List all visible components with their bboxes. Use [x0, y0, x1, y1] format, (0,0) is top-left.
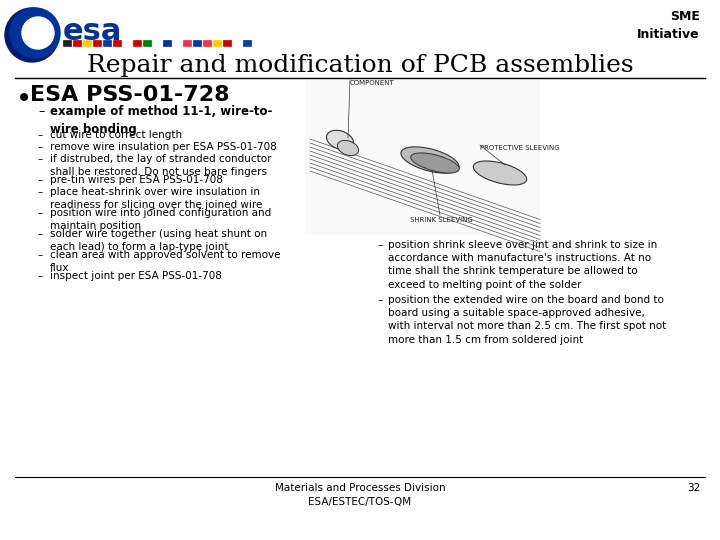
Ellipse shape	[473, 161, 527, 185]
Bar	[113, 40, 122, 47]
Text: –: –	[38, 130, 43, 140]
Circle shape	[22, 17, 54, 49]
Text: Repair and modification of PCB assemblies: Repair and modification of PCB assemblie…	[86, 54, 634, 77]
Text: –: –	[38, 208, 43, 218]
Text: place heat-shrink over wire insulation in
readiness for slicing over the joined : place heat-shrink over wire insulation i…	[50, 187, 262, 210]
Bar	[183, 40, 192, 47]
Text: –: –	[38, 105, 44, 118]
Text: esa: esa	[63, 17, 122, 46]
Bar	[73, 40, 82, 47]
Text: solder wire together (using heat shunt on
each lead) to form a lap-type joint: solder wire together (using heat shunt o…	[50, 229, 267, 252]
Bar	[193, 40, 202, 47]
Text: –: –	[38, 271, 43, 281]
Ellipse shape	[401, 147, 459, 173]
Text: example of method 11-1, wire-to-
wire bonding: example of method 11-1, wire-to- wire bo…	[50, 105, 272, 136]
Bar	[203, 40, 212, 47]
Bar	[173, 40, 182, 47]
Ellipse shape	[326, 130, 354, 150]
Bar	[223, 40, 232, 47]
Text: remove wire insulation per ESA PSS-01-708: remove wire insulation per ESA PSS-01-70…	[50, 142, 276, 152]
Text: COMPONENT: COMPONENT	[350, 80, 395, 86]
Bar	[305, 78, 540, 235]
Text: Materials and Processes Division
ESA/ESTEC/TOS-QM: Materials and Processes Division ESA/EST…	[275, 483, 445, 507]
Bar	[103, 40, 112, 47]
Bar	[243, 40, 252, 47]
Text: •: •	[16, 85, 32, 113]
Bar	[83, 40, 92, 47]
Bar	[163, 40, 172, 47]
Bar	[133, 40, 142, 47]
Text: SME
Initiative: SME Initiative	[637, 10, 700, 41]
Ellipse shape	[411, 153, 459, 173]
Text: ESA PSS-01-728: ESA PSS-01-728	[30, 85, 230, 105]
Text: pre-tin wires per ESA PSS-01-708: pre-tin wires per ESA PSS-01-708	[50, 175, 223, 185]
Text: –: –	[38, 175, 43, 185]
Bar	[93, 40, 102, 47]
Bar	[153, 40, 162, 47]
Bar	[63, 40, 72, 47]
Text: –: –	[378, 240, 383, 250]
Bar	[213, 40, 222, 47]
Text: cut wire to correct length: cut wire to correct length	[50, 130, 182, 140]
Bar	[143, 40, 152, 47]
Ellipse shape	[338, 140, 359, 156]
Text: position the extended wire on the board and bond to
board using a suitable space: position the extended wire on the board …	[388, 295, 666, 345]
Bar	[233, 40, 242, 47]
Text: PROTECTIVE SLEEVING: PROTECTIVE SLEEVING	[480, 145, 559, 151]
Text: –: –	[38, 154, 43, 164]
Text: if distrubed, the lay of stranded conductor
shall be restored. Do not use bare f: if distrubed, the lay of stranded conduc…	[50, 154, 271, 177]
Text: –: –	[38, 187, 43, 197]
Circle shape	[5, 8, 59, 62]
Text: –: –	[38, 229, 43, 239]
Text: –: –	[378, 295, 383, 305]
Circle shape	[10, 8, 60, 58]
Text: 32: 32	[687, 483, 700, 493]
Text: position wire into joined configuration and
maintain position: position wire into joined configuration …	[50, 208, 271, 231]
Circle shape	[28, 20, 52, 44]
Bar	[123, 40, 132, 47]
Text: SHRINK SLEEVING: SHRINK SLEEVING	[410, 217, 473, 223]
FancyBboxPatch shape	[26, 31, 44, 34]
Text: position shrink sleeve over jint and shrink to size in
accordance with manufactu: position shrink sleeve over jint and shr…	[388, 240, 657, 289]
Text: inspect joint per ESA PSS-01-708: inspect joint per ESA PSS-01-708	[50, 271, 222, 281]
Text: –: –	[38, 142, 43, 152]
Text: –: –	[38, 250, 43, 260]
Text: clean area with approved solvent to remove
flux: clean area with approved solvent to remo…	[50, 250, 281, 273]
